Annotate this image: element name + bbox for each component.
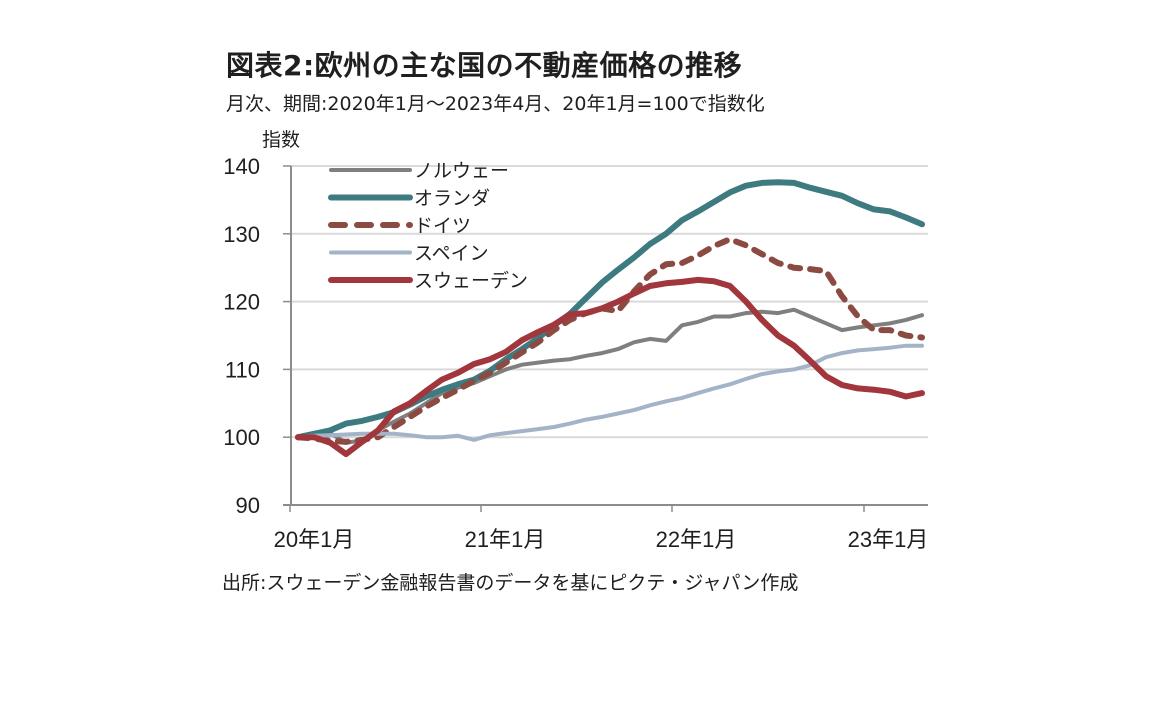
x-tick-label: 21年1月 xyxy=(465,527,546,552)
legend-label-4: スウェーデン xyxy=(414,270,528,292)
chart-subtitle: 月次、期間:2020年1月～2023年4月、20年1月=100で指数化 xyxy=(226,93,765,115)
legend-label-3: スペイン xyxy=(414,243,489,265)
y-tick-label: 120 xyxy=(223,290,260,315)
y-tick-label: 90 xyxy=(236,493,260,518)
y-tick-label: 100 xyxy=(223,425,260,450)
axes xyxy=(283,165,928,512)
x-tick-label: 22年1月 xyxy=(656,527,737,552)
x-tick-label: 20年1月 xyxy=(274,527,355,552)
y-tick-label: 140 xyxy=(223,154,260,179)
x-tick-label: 23年1月 xyxy=(848,527,929,552)
series-line-2 xyxy=(295,236,925,445)
x-tick-labels: 20年1月 21年1月 22年1月 23年1月 xyxy=(274,527,929,552)
y-tick-label: 130 xyxy=(223,222,260,247)
chart-title: 図表2:欧州の主な国の不動産価格の推移 xyxy=(226,49,743,82)
legend-label-0: ノルウェー xyxy=(414,160,509,182)
y-tick-labels: 140 130 120 110 100 90 xyxy=(223,154,260,518)
series-line-0 xyxy=(296,307,924,445)
source-note: 出所:スウェーデン金融報告書のデータを基にピクテ・ジャパン作成 xyxy=(222,572,799,594)
series-line-3 xyxy=(296,343,924,442)
legend-label-1: オランダ xyxy=(414,188,490,210)
series-lines xyxy=(295,179,925,458)
series-line-4 xyxy=(295,276,925,458)
y-axis-label: 指数 xyxy=(262,129,301,151)
legend-label-2: ドイツ xyxy=(414,215,471,237)
y-tick-label: 110 xyxy=(225,357,260,382)
gridlines xyxy=(291,165,928,439)
